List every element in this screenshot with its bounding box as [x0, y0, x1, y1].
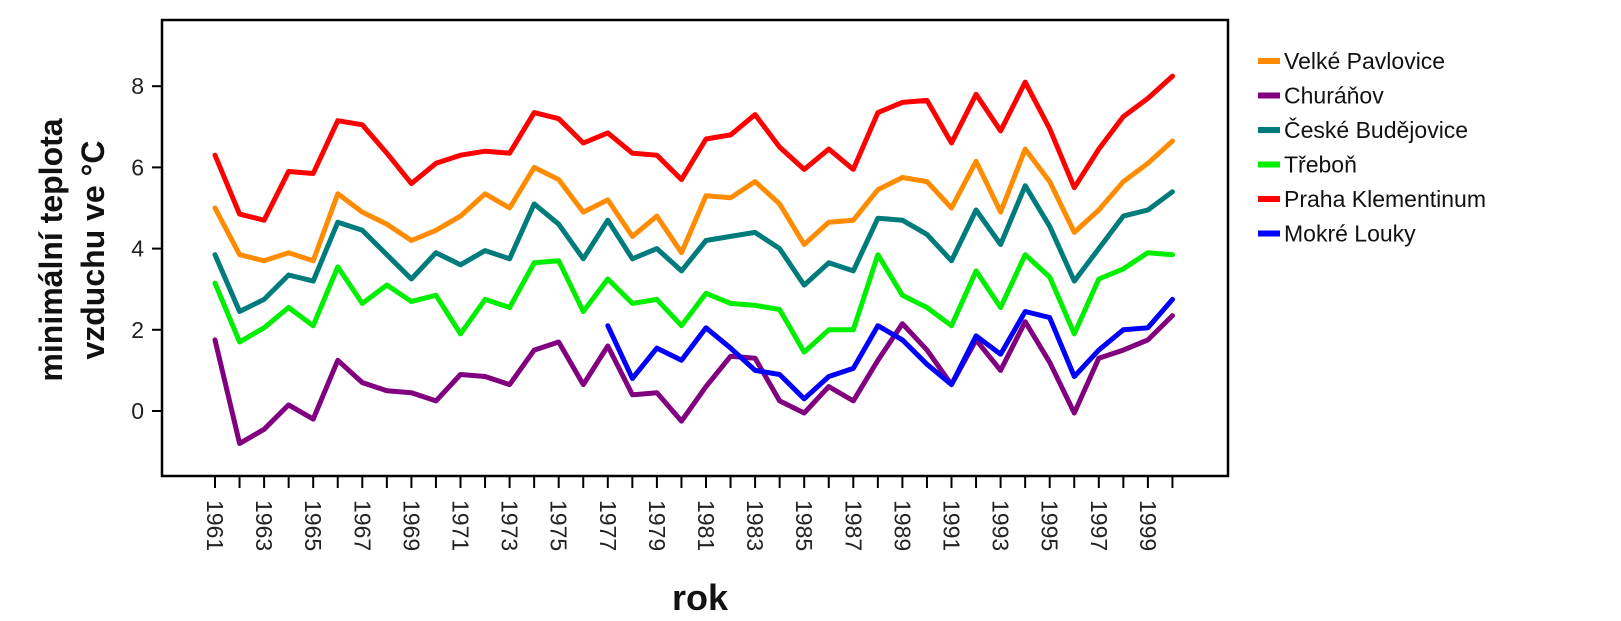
x-tick-label: 1987 [840, 500, 866, 551]
legend-label: Mokré Louky [1284, 221, 1416, 247]
y-axis-title: minimální teplota vzduchu ve °C [33, 118, 111, 381]
x-tick-label: 1977 [595, 500, 621, 551]
y-tick-label: 8 [131, 73, 144, 99]
series-line-mokre-louky [605, 296, 1175, 402]
plot-area [160, 18, 1230, 478]
y-tick-label: 2 [131, 317, 144, 343]
x-tick-label: 1983 [742, 500, 768, 551]
x-tick-label: 1963 [251, 500, 277, 551]
x-tick-label: 1993 [988, 500, 1014, 551]
x-tick-label: 1975 [546, 500, 572, 551]
x-tick-label: 1995 [1037, 500, 1063, 551]
y-tick-label: 0 [131, 398, 144, 424]
x-tick-label: 1979 [644, 500, 670, 551]
x-tick-label: 1991 [939, 500, 965, 551]
y-tick-label: 4 [131, 236, 144, 262]
x-tick-label: 1985 [791, 500, 817, 551]
x-tick-label: 1981 [693, 500, 719, 551]
legend-label: České Budějovice [1284, 116, 1468, 143]
y-axis-title-line-1: minimální teplota [33, 118, 69, 381]
legend-label: Praha Klementinum [1284, 186, 1486, 212]
series-line-velke-pavlovice [212, 138, 1175, 264]
x-tick-label: 1997 [1086, 500, 1112, 551]
plot-frame [160, 18, 1230, 478]
series-line-praha-klementinum [212, 73, 1175, 223]
x-tick-label: 1969 [398, 500, 424, 551]
x-tick-label: 1989 [889, 500, 915, 551]
y-axis: 0 2 4 6 8 [131, 73, 162, 424]
x-axis: 1961 1963 1965 1967 1969 1971 1973 1975 1977 1979… [202, 476, 1174, 551]
legend: Velké Pavlovice Churáňov České Budějovice T… [1258, 48, 1486, 247]
x-tick-label: 1999 [1135, 500, 1161, 551]
series-line-trebon [212, 250, 1175, 355]
series-group [212, 73, 1175, 446]
series-line-ceske-budejovice [212, 183, 1175, 314]
x-tick-label: 1965 [300, 500, 326, 551]
x-axis-title: rok [672, 577, 729, 618]
x-tick-label: 1961 [202, 500, 228, 551]
legend-label: Velké Pavlovice [1284, 48, 1445, 74]
legend-label: Churáňov [1284, 83, 1384, 109]
legend-label: Třeboň [1284, 152, 1357, 178]
series-line-churanov [212, 313, 1175, 446]
x-tick-label: 1973 [497, 500, 523, 551]
x-tick-label: 1967 [349, 500, 375, 551]
y-tick-label: 6 [131, 154, 144, 180]
x-tick-label: 1971 [448, 500, 474, 551]
y-axis-title-line-2: vzduchu ve °C [75, 140, 111, 359]
